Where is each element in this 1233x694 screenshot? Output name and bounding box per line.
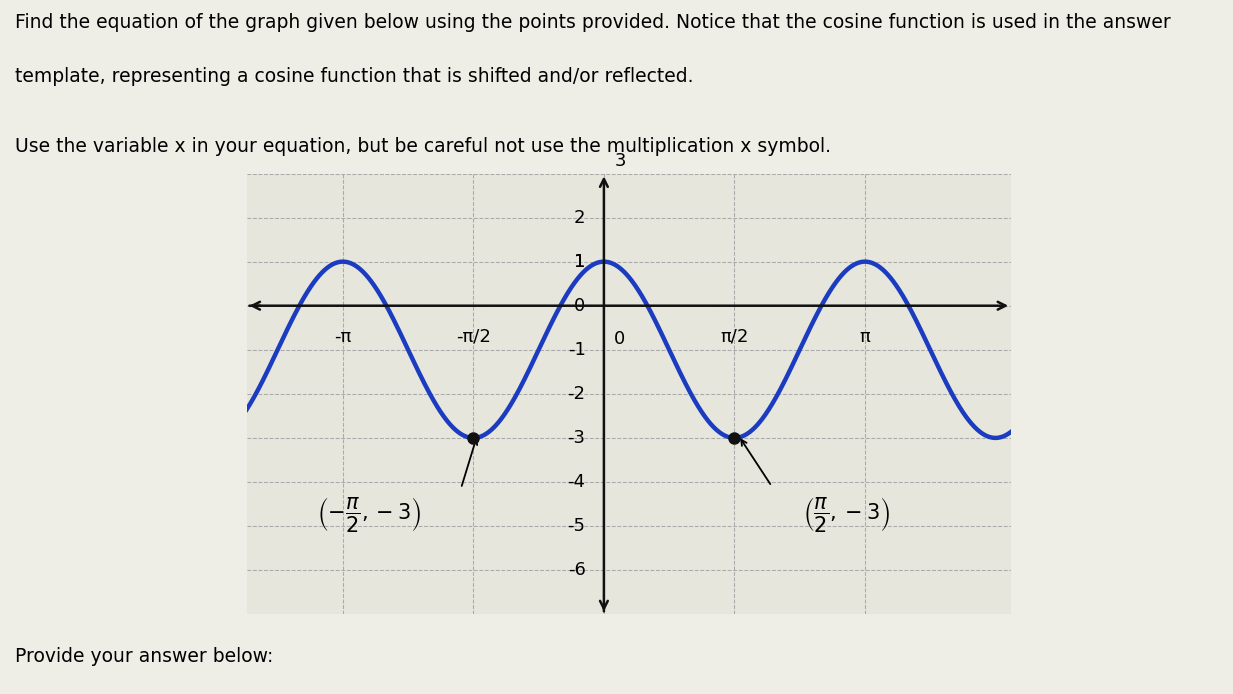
Text: π/2: π/2 — [720, 328, 748, 346]
Text: 3: 3 — [615, 152, 626, 170]
Text: 2: 2 — [575, 209, 586, 226]
Text: -6: -6 — [567, 561, 586, 579]
Text: Find the equation of the graph given below using the points provided. Notice tha: Find the equation of the graph given bel… — [15, 13, 1170, 33]
Text: π: π — [859, 328, 870, 346]
Text: $\left(\dfrac{\pi}{2}, -3\right)$: $\left(\dfrac{\pi}{2}, -3\right)$ — [803, 496, 890, 534]
Text: 1: 1 — [575, 253, 586, 271]
Text: -1: -1 — [567, 341, 586, 359]
Text: template, representing a cosine function that is shifted and/or reflected.: template, representing a cosine function… — [15, 67, 693, 85]
Text: -3: -3 — [567, 429, 586, 447]
Text: -2: -2 — [567, 385, 586, 403]
Text: Provide your answer below:: Provide your answer below: — [15, 647, 274, 666]
Text: 1: 1 — [575, 253, 586, 271]
Text: $\left(-\dfrac{\pi}{2}, -3\right)$: $\left(-\dfrac{\pi}{2}, -3\right)$ — [317, 496, 422, 534]
Text: -π: -π — [334, 328, 351, 346]
Text: -π/2: -π/2 — [456, 328, 491, 346]
Text: -4: -4 — [567, 473, 586, 491]
Text: 0: 0 — [575, 297, 586, 314]
Text: Use the variable x in your equation, but be careful not use the multiplication x: Use the variable x in your equation, but… — [15, 137, 831, 155]
Text: 0: 0 — [614, 330, 625, 348]
Text: -5: -5 — [567, 517, 586, 535]
